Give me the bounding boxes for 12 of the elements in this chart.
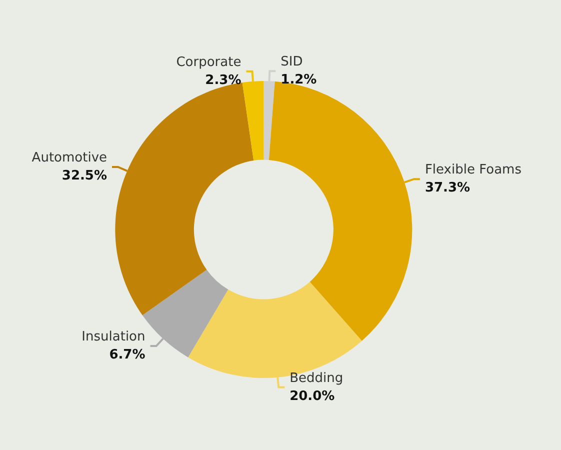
slice-label: Flexible Foams bbox=[424, 162, 522, 178]
data-label: 1.2% bbox=[280, 72, 317, 88]
slice-label: Bedding bbox=[290, 370, 344, 386]
slice-label: Insulation bbox=[82, 330, 146, 345]
data-label: 37.3% bbox=[424, 180, 470, 196]
data-label: 20.0% bbox=[290, 388, 335, 404]
slice-label: Corporate bbox=[176, 54, 242, 70]
data-label: 6.7% bbox=[109, 348, 146, 363]
slice-label: SID bbox=[280, 54, 303, 70]
slice-label: Automotive bbox=[32, 150, 108, 166]
data-label: 2.3% bbox=[205, 72, 242, 88]
data-label: 32.5% bbox=[62, 168, 108, 184]
